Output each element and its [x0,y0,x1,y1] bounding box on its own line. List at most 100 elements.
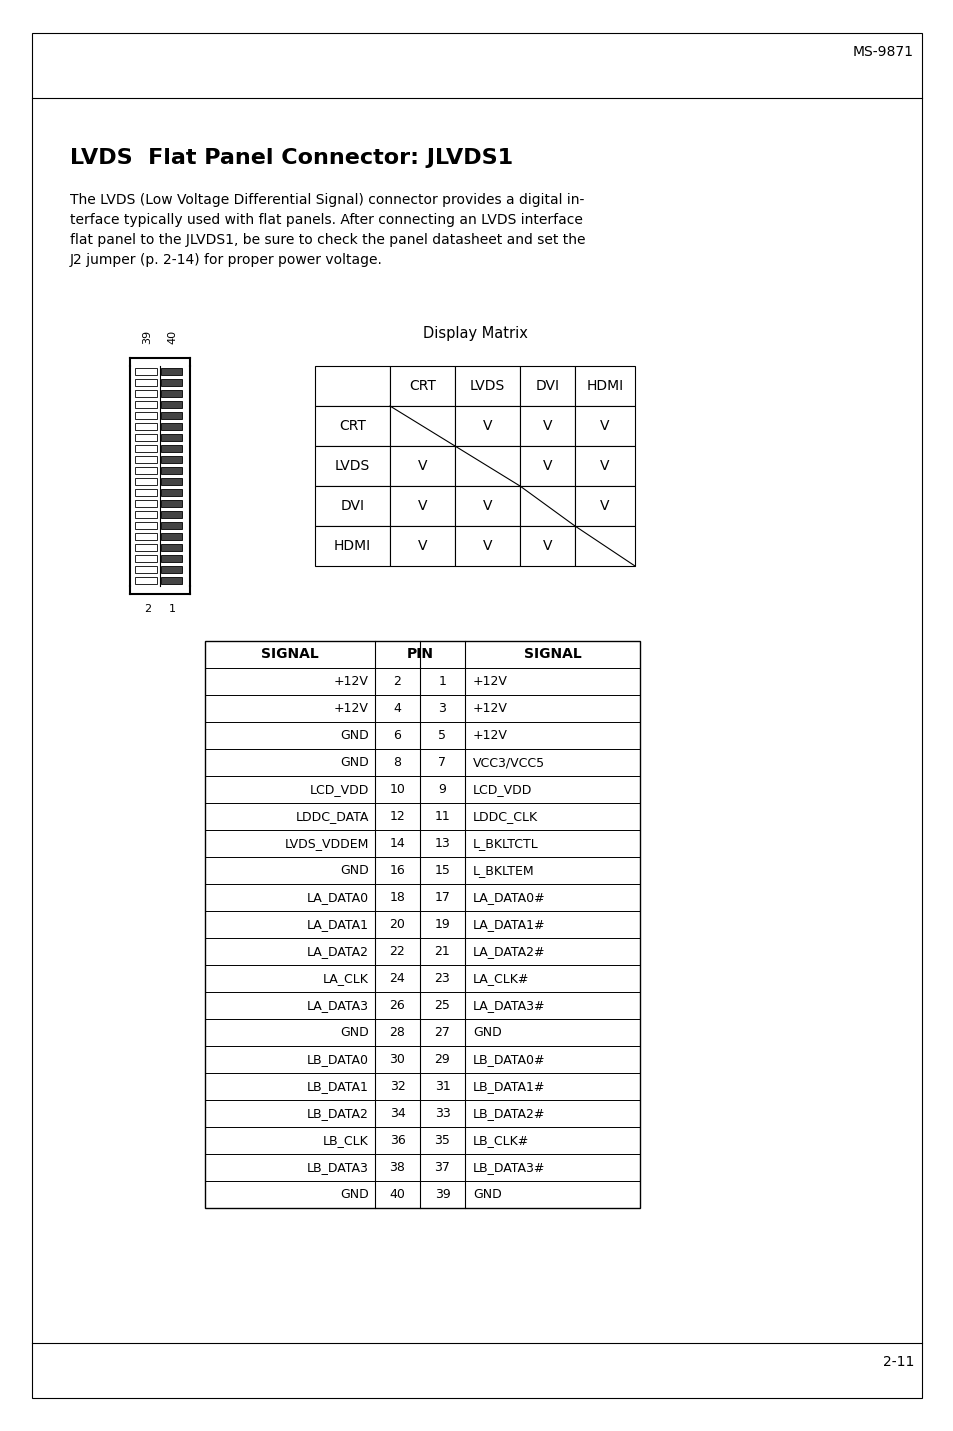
Text: +12V: +12V [334,675,369,688]
Text: 1: 1 [169,604,175,614]
Text: V: V [542,539,552,552]
Text: HDMI: HDMI [334,539,371,552]
Bar [135,478,157,485]
Text: V: V [482,499,492,512]
Text: DVI: DVI [340,499,364,512]
Bar [455,527,519,567]
Text: V: V [417,459,427,474]
Text: GND: GND [340,864,369,877]
Text: LA_CLK#: LA_CLK# [473,972,529,985]
Bar [314,366,390,406]
Text: V: V [599,459,609,474]
Bar [161,478,182,485]
Text: LB_DATA2#: LB_DATA2# [473,1108,545,1120]
Text: 17: 17 [435,892,450,904]
Text: flat panel to the JLVDS1, be sure to check the panel datasheet and set the: flat panel to the JLVDS1, be sure to che… [70,233,585,248]
Text: 28: 28 [389,1026,405,1039]
Text: LB_DATA0: LB_DATA0 [307,1053,369,1066]
Text: 32: 32 [389,1080,405,1093]
Bar [135,412,157,419]
Text: 30: 30 [389,1053,405,1066]
Text: 9: 9 [438,783,446,796]
Bar [455,406,519,446]
Text: 8: 8 [393,756,401,768]
Text: 24: 24 [389,972,405,985]
Bar [390,527,455,567]
Bar [135,488,157,497]
Bar [314,527,390,567]
Bar [135,445,157,452]
Text: J2 jumper (p. 2-14) for proper power voltage.: J2 jumper (p. 2-14) for proper power vol… [70,253,382,268]
Bar [519,366,575,406]
Text: 2: 2 [144,604,151,614]
Text: 40: 40 [389,1188,405,1201]
Text: V: V [417,499,427,512]
Bar [135,368,157,375]
Text: LCD_VDD: LCD_VDD [473,783,532,796]
Bar [455,487,519,527]
Text: 5: 5 [438,728,446,743]
Bar [575,527,635,567]
Text: Display Matrix: Display Matrix [422,326,527,341]
Text: LA_DATA2: LA_DATA2 [307,944,369,957]
Text: DVI: DVI [535,379,558,394]
Text: LVDS  Flat Panel Connector: JLVDS1: LVDS Flat Panel Connector: JLVDS1 [70,147,513,167]
Bar [135,522,157,529]
Text: V: V [542,459,552,474]
Text: LB_DATA3#: LB_DATA3# [473,1161,545,1173]
Text: V: V [599,499,609,512]
Bar [135,389,157,398]
Text: LVDS: LVDS [470,379,504,394]
Text: 6: 6 [394,728,401,743]
Text: LVDS: LVDS [335,459,370,474]
Bar [135,379,157,386]
Text: terface typically used with flat panels. After connecting an LVDS interface: terface typically used with flat panels.… [70,213,582,228]
Text: 10: 10 [389,783,405,796]
Text: CRT: CRT [409,379,436,394]
Text: 22: 22 [389,944,405,957]
Bar [161,445,182,452]
Text: L_BKLTEM: L_BKLTEM [473,864,534,877]
Text: 26: 26 [389,999,405,1012]
Text: MS-9871: MS-9871 [852,44,913,59]
Text: PIN: PIN [406,647,433,661]
Bar [161,389,182,398]
Text: LA_DATA0#: LA_DATA0# [473,892,545,904]
Text: LA_DATA1: LA_DATA1 [307,919,369,932]
Text: GND: GND [340,1188,369,1201]
Text: 21: 21 [435,944,450,957]
Text: 4: 4 [394,703,401,716]
Bar [161,511,182,518]
Text: V: V [482,419,492,434]
Text: +12V: +12V [334,703,369,716]
Bar [205,641,639,1208]
Text: 3: 3 [438,703,446,716]
Bar [135,455,157,464]
Bar [390,366,455,406]
Bar [390,406,455,446]
Bar [575,446,635,487]
Bar [161,544,182,551]
Text: HDMI: HDMI [586,379,623,394]
Bar [161,488,182,497]
Bar [135,434,157,441]
Bar [161,565,182,574]
Text: LA_DATA0: LA_DATA0 [307,892,369,904]
Bar [135,555,157,562]
Bar [135,544,157,551]
Bar [161,577,182,584]
Text: LDDC_CLK: LDDC_CLK [473,810,537,823]
Text: 29: 29 [435,1053,450,1066]
Bar [455,366,519,406]
Text: LA_DATA1#: LA_DATA1# [473,919,545,932]
Bar [314,487,390,527]
Text: LB_DATA1: LB_DATA1 [307,1080,369,1093]
Text: 7: 7 [438,756,446,768]
Bar [135,511,157,518]
Text: LB_DATA0#: LB_DATA0# [473,1053,545,1066]
Text: 34: 34 [389,1108,405,1120]
Text: 20: 20 [389,919,405,932]
Bar [161,379,182,386]
Text: V: V [482,539,492,552]
Bar [161,532,182,541]
